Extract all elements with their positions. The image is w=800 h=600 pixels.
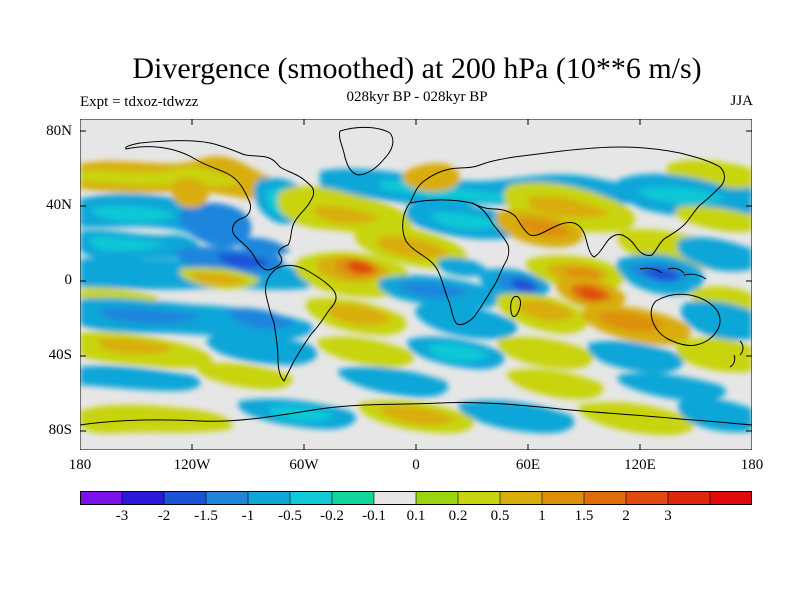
antarctica-coast (80, 401, 752, 426)
colorbar-box (583, 491, 627, 505)
colorbar-frame (80, 491, 752, 505)
colorbar-box (709, 491, 752, 505)
colorbar-boxes (80, 491, 752, 505)
divergence-map (80, 119, 752, 450)
lon-label-60e: 60E (515, 457, 541, 473)
coastlines (80, 126, 752, 426)
colorbar-box (80, 491, 123, 505)
colorbar-box (415, 491, 459, 505)
colorbar-label: 2 (622, 508, 630, 524)
map-subtitle: 028kyr BP - 028kyr BP (346, 89, 488, 105)
lat-label-40s: 40S (48, 347, 72, 363)
colorbar-box (625, 491, 669, 505)
map-ticks (80, 119, 752, 450)
colorbar-box (289, 491, 333, 505)
lon-label-120e: 120E (624, 457, 656, 473)
colorbar-label: -1.5 (194, 508, 218, 524)
colorbar-label: -0.2 (320, 508, 344, 524)
eurasia-coast (409, 146, 725, 258)
colorbar-box (373, 491, 417, 505)
colorbar-box (205, 491, 249, 505)
colorbar-label: -3 (115, 508, 129, 524)
lon-label-60w: 60W (289, 457, 319, 473)
lon-label-180w: 180 (68, 457, 92, 473)
lat-label-80n: 80N (46, 123, 72, 139)
colorbar-labels: -3 -2 -1.5 -1 -0.5 -0.2 -0.1 0.1 0.2 0.5 1 1.5 2 3 (80, 508, 752, 530)
colorbar-box (457, 491, 501, 505)
colorbar-label: 1 (538, 508, 546, 524)
colorbar-box (163, 491, 207, 505)
africa-coast (402, 199, 510, 326)
australia-coast (650, 293, 721, 346)
lat-label-eq: 0 (64, 272, 73, 288)
north-america-coast (125, 140, 315, 271)
colorbar (80, 491, 752, 505)
colorbar-label: -0.5 (278, 508, 302, 524)
lon-label-180e: 180 (740, 457, 764, 473)
colorbar-label: -2 (157, 508, 171, 524)
colorbar-label: 0.1 (406, 508, 426, 524)
lat-label-40n: 40N (46, 197, 72, 213)
indonesia-coast (639, 267, 707, 280)
map-title: Divergence (smoothed) at 200 hPa (10**6 … (132, 52, 702, 85)
colorbar-label: 0.2 (448, 508, 468, 524)
colorbar-box (121, 491, 165, 505)
colorbar-box (331, 491, 375, 505)
lat-label-80s: 80S (48, 422, 72, 438)
experiment-label: Expt = tdxoz-tdwzz (80, 94, 199, 110)
colorbar-label: -0.1 (362, 508, 386, 524)
new-zealand-coast (729, 340, 744, 368)
madagascar-coast (510, 296, 521, 318)
greenland-coast (339, 126, 394, 176)
colorbar-box (667, 491, 711, 505)
colorbar-label: 1.5 (574, 508, 594, 524)
colorbar-box (499, 491, 543, 505)
colorbar-box (247, 491, 291, 505)
south-america-coast (265, 264, 337, 382)
lon-label-120w: 120W (173, 457, 211, 473)
season-label: JJA (730, 93, 753, 109)
divergence-contours (80, 126, 752, 436)
colorbar-label: 3 (664, 508, 672, 524)
colorbar-label: -1 (241, 508, 255, 524)
lon-label-0: 0 (412, 457, 420, 473)
colorbar-box (541, 491, 585, 505)
colorbar-label: 0.5 (490, 508, 510, 524)
